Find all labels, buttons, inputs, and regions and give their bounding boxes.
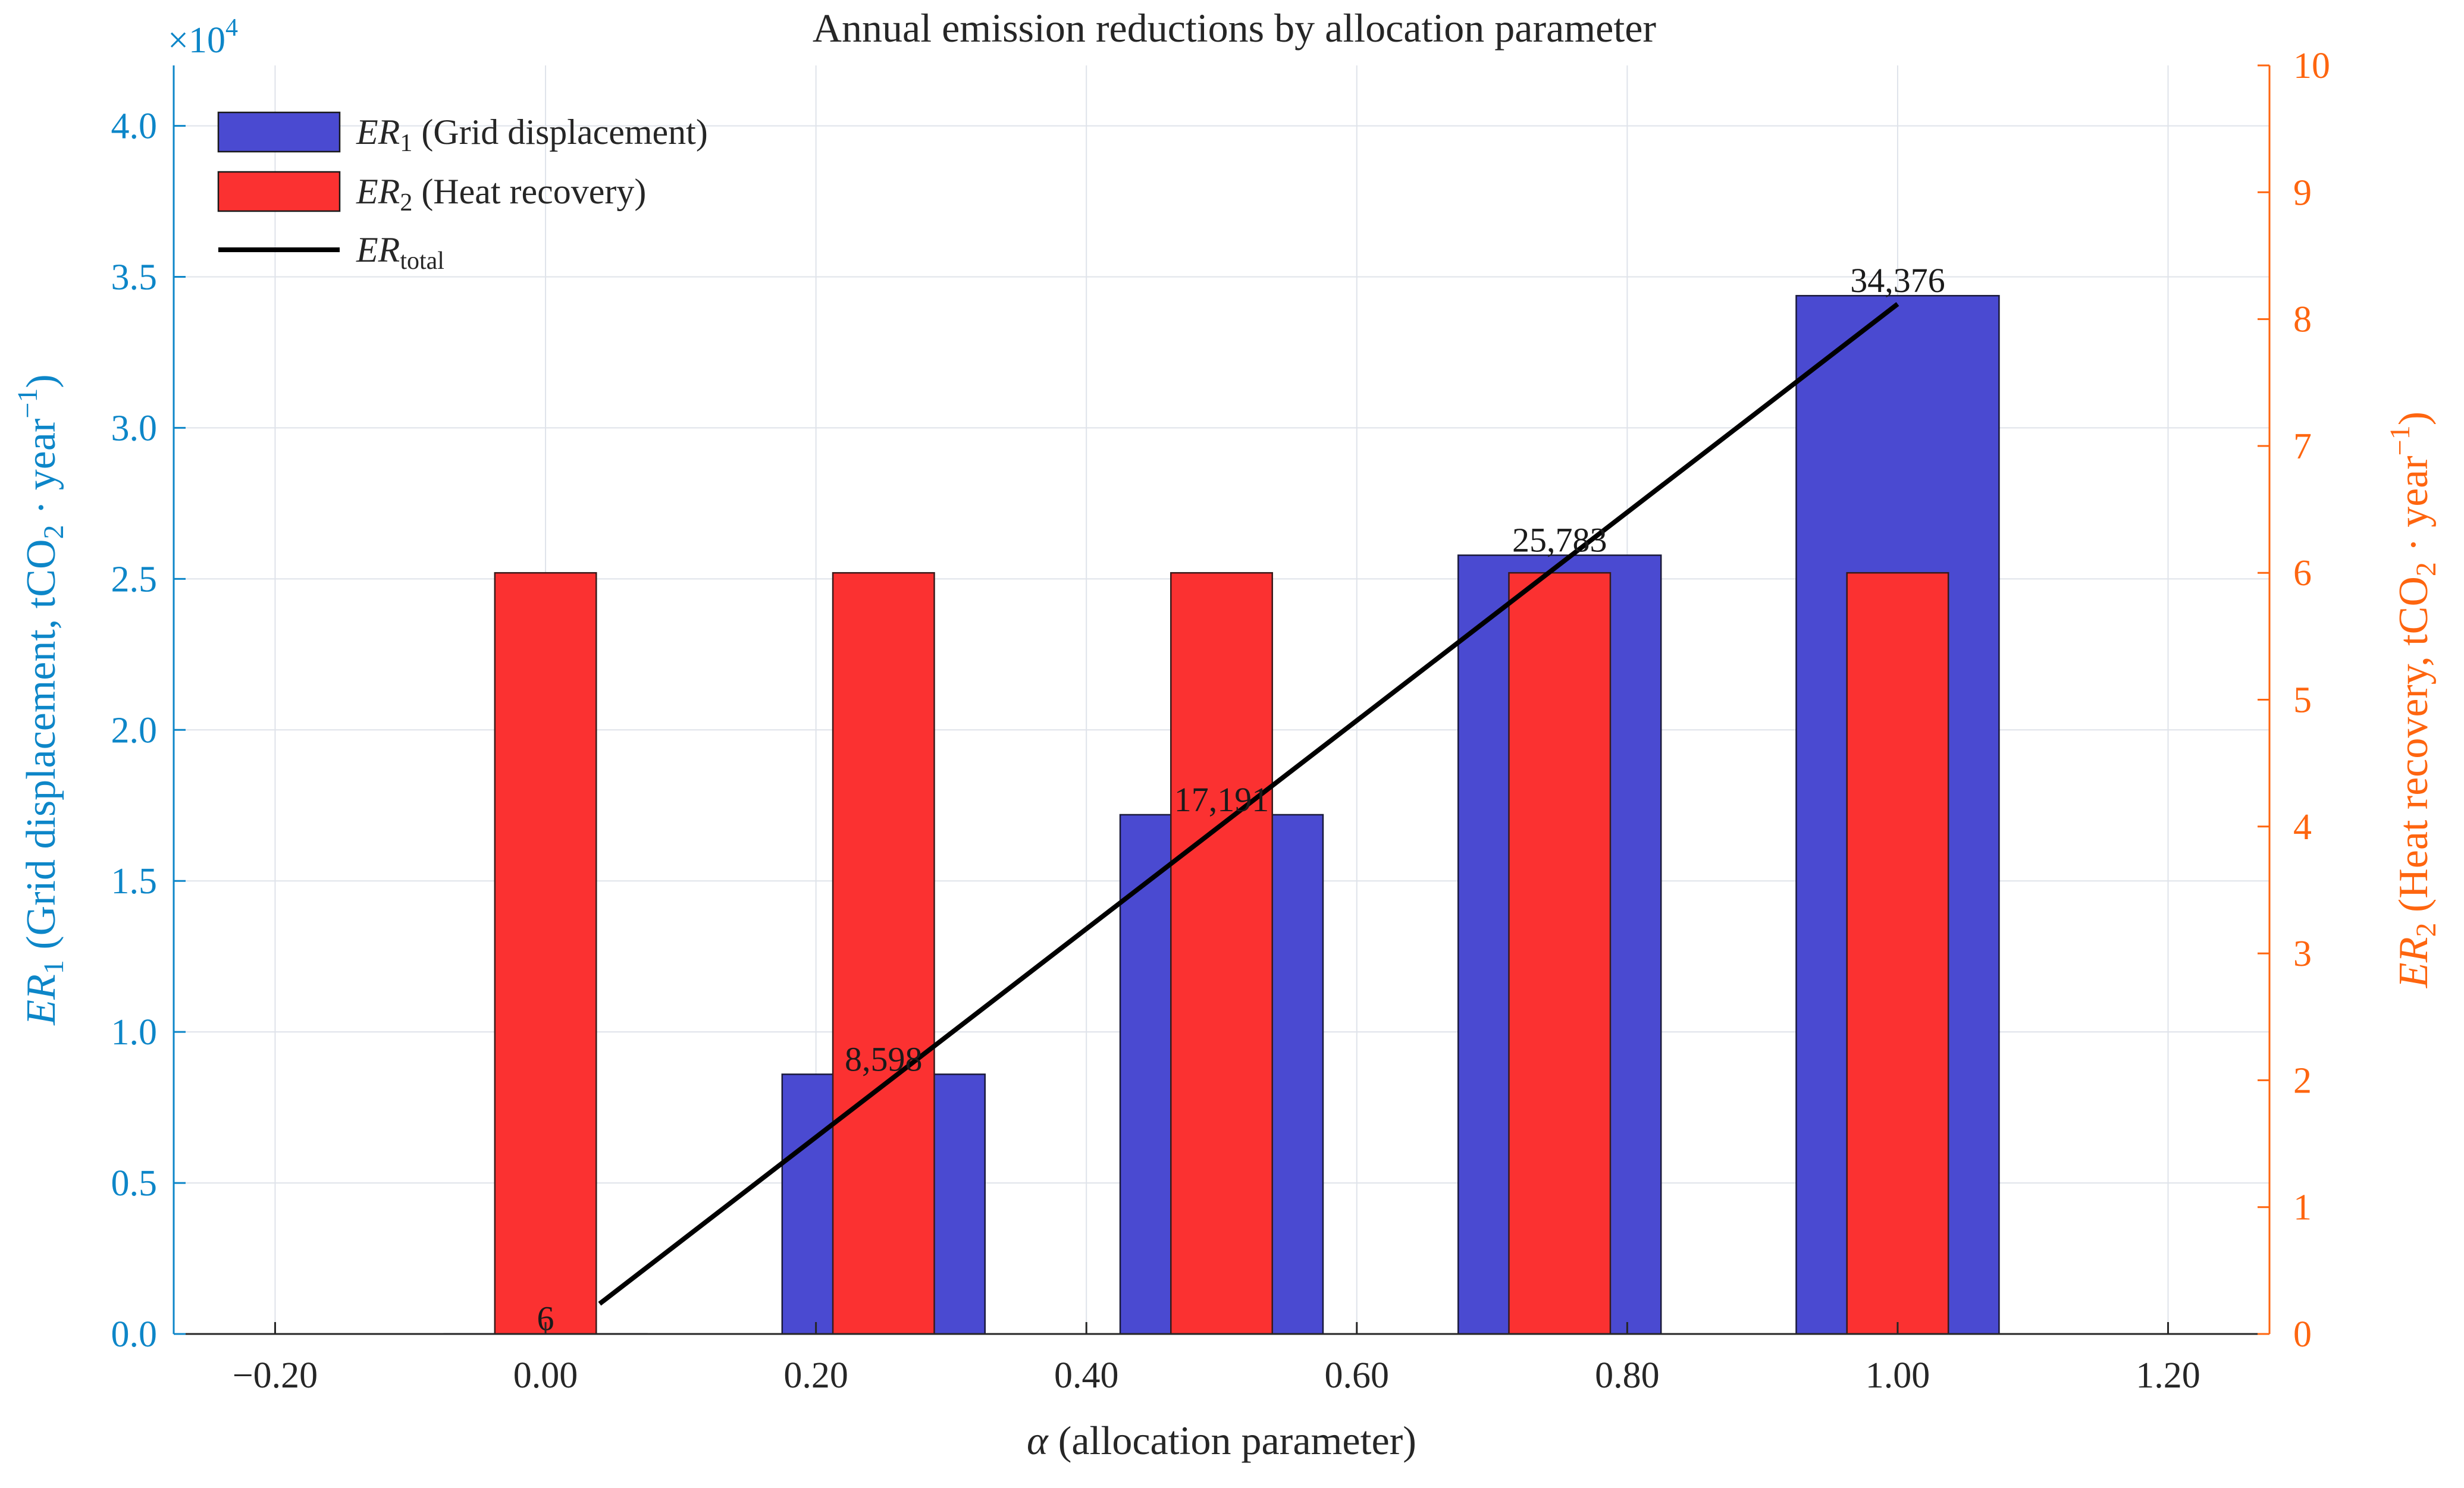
x-axis-label: α (allocation parameter) xyxy=(1027,1418,1416,1463)
y-right-tick-label-10: 10 xyxy=(2293,46,2330,86)
y-left-label-sup: −1 xyxy=(12,388,43,419)
y-right-tick-label-4: 4 xyxy=(2293,807,2312,847)
er2-bar-3 xyxy=(1508,572,1612,1335)
y-left-tick-label-7: 3.5 xyxy=(111,258,158,298)
y-right-label-sup: −1 xyxy=(2384,425,2416,456)
x-axis-label-greek: α xyxy=(1027,1418,1049,1463)
y-left-tick-label-8: 4.0 xyxy=(111,106,158,147)
y-right-tick-label-9: 9 xyxy=(2293,172,2312,213)
y-left-exponent-base: ×10 xyxy=(168,20,225,61)
er-total-line xyxy=(598,302,1899,1306)
legend-label-base-0: ER xyxy=(356,112,400,152)
y-left-label-base: ER xyxy=(18,974,64,1026)
y-right-label-sub2: 2 xyxy=(2410,562,2442,576)
y-left-tick-label-2: 1.0 xyxy=(111,1012,158,1053)
axes: −0.20 0.00 0.20 0.40 0.60 0.80 1.00 1.20α (allo… xyxy=(12,14,2442,1463)
data-label-4: 34,376 xyxy=(1850,261,1945,300)
x-tick-label-3: 0.40 xyxy=(1054,1355,1119,1396)
er2-bar-0 xyxy=(494,572,597,1335)
y-right-tick-label-6: 6 xyxy=(2293,553,2312,594)
y-right-axis-label: ER2 (Heat recovery, tCO2 · year−1) xyxy=(2384,412,2442,988)
legend-label-0: ER1 (Grid displacement) xyxy=(356,112,708,157)
y-left-tick-label-5: 2.5 xyxy=(111,559,158,599)
x-tick-label-0: −0.20 xyxy=(233,1355,318,1396)
er2-bar-2 xyxy=(1170,572,1273,1335)
y-right-tick-label-8: 8 xyxy=(2293,300,2312,340)
y-left-exponent: ×104 xyxy=(168,14,238,61)
legend-label-sub-0: 1 xyxy=(400,130,412,157)
legend-swatch-0 xyxy=(217,111,341,153)
y-left-label-dot: · year xyxy=(18,419,64,525)
data-label-1: 8,598 xyxy=(845,1040,923,1078)
er-total-line-series xyxy=(598,302,1899,1306)
legend-label-base-1: ER xyxy=(356,172,400,211)
y-right-label-base: ER xyxy=(2391,937,2437,989)
y-right-tick-label-0: 0 xyxy=(2293,1314,2312,1355)
y-right-label-end: ) xyxy=(2391,412,2437,425)
y-left-tick-label-4: 2.0 xyxy=(111,710,158,751)
x-tick-label-2: 0.20 xyxy=(783,1355,848,1396)
er2-bar-4 xyxy=(1846,572,1949,1335)
y-left-axis-label: ER1 (Grid displacement, tCO2 · year−1) xyxy=(12,374,70,1025)
y-right-tick-label-5: 5 xyxy=(2293,680,2312,721)
x-tick-label-6: 1.00 xyxy=(1866,1355,1930,1396)
y-right-label-mid: (Heat recovery, tCO xyxy=(2391,576,2437,922)
y-left-tick-label-1: 0.5 xyxy=(111,1163,158,1204)
legend-label-sub-1: 2 xyxy=(400,189,412,216)
data-label-2: 17,191 xyxy=(1174,780,1269,819)
y-left-tick-label-6: 3.0 xyxy=(111,408,158,448)
y-right-label-sub: 2 xyxy=(2410,923,2442,937)
y-left-tick-label-3: 1.5 xyxy=(111,861,158,902)
y-right-label-dot: · year xyxy=(2391,456,2437,562)
x-tick-label-7: 1.20 xyxy=(2136,1355,2200,1396)
y-left-label-end: ) xyxy=(18,374,64,388)
y-right-tick-label-2: 2 xyxy=(2293,1060,2312,1101)
y-left-label-mid: (Grid displacement, tCO xyxy=(18,539,64,960)
y-right-tick-label-3: 3 xyxy=(2293,934,2312,974)
chart-title: Annual emission reductions by allocation… xyxy=(813,5,1656,51)
legend-label-rest-0: (Grid displacement) xyxy=(412,112,708,152)
legend-label-2: ERtotal xyxy=(356,230,444,275)
y-left-label-sub: 1 xyxy=(38,960,70,974)
y-right-tick-label-1: 1 xyxy=(2293,1188,2312,1228)
y-right-tick-label-7: 7 xyxy=(2293,426,2312,467)
er2-bar-1 xyxy=(832,572,935,1335)
legend: ER1 (Grid displacement)ER2 (Heat recover… xyxy=(217,111,708,275)
x-axis-label-text: (allocation parameter) xyxy=(1048,1418,1416,1463)
legend-label-base-2: ER xyxy=(356,230,400,269)
legend-label-rest-1: (Heat recovery) xyxy=(412,172,646,211)
y-left-tick-label-0: 0.0 xyxy=(111,1314,158,1355)
y-left-label-sub2: 2 xyxy=(38,525,70,539)
x-tick-label-1: 0.00 xyxy=(513,1355,578,1396)
y-left-exponent-power: 4 xyxy=(225,14,238,42)
er2-bar-series xyxy=(494,572,1949,1335)
legend-swatch-1 xyxy=(217,171,341,212)
legend-label-1: ER2 (Heat recovery) xyxy=(356,172,646,216)
x-tick-label-5: 0.80 xyxy=(1595,1355,1660,1396)
x-tick-label-4: 0.60 xyxy=(1325,1355,1390,1396)
legend-label-sub-2: total xyxy=(400,247,444,275)
data-label-3: 25,783 xyxy=(1512,521,1607,560)
